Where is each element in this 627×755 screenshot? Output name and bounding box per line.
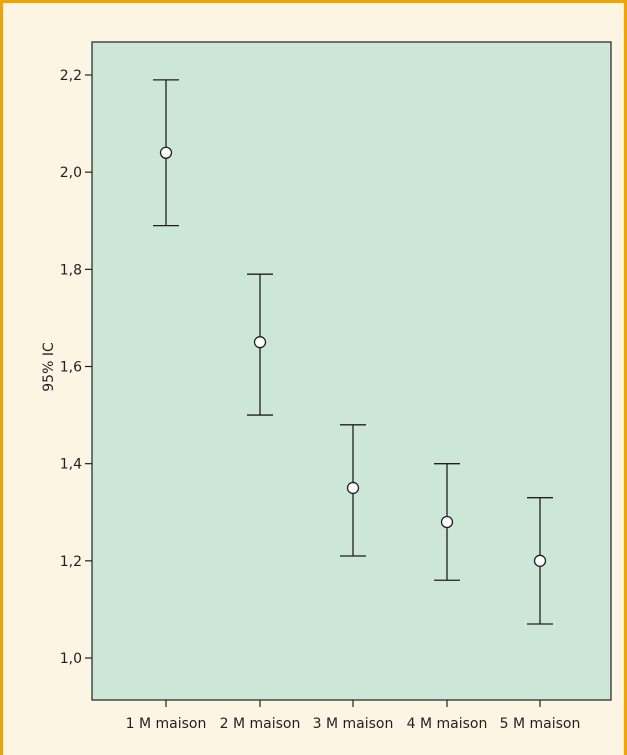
y-tick-label: 2,2 [60,68,82,84]
y-tick-label: 1,8 [60,262,82,278]
x-axis: 1 M maison 2 M maison 3 M maison 4 M maison… [126,700,581,732]
x-tick-label: 4 M maison [407,716,488,732]
y-tick-label: 2,0 [60,165,82,181]
mean-point [440,515,454,529]
mean-point [533,554,547,567]
error-bar-group [247,273,273,416]
x-tick-label: 5 M maison [500,716,581,732]
error-bars [153,79,553,625]
y-tick-label: 1,4 [60,457,82,473]
error-bar-group [153,79,179,227]
mean-point [346,481,360,495]
y-tick-label: 1,2 [60,554,82,570]
plot-area [91,41,612,701]
y-axis-title: 95% IC [41,342,57,392]
mean-point [159,146,173,159]
mean-point [253,336,267,349]
x-tick-label: 2 M maison [220,716,301,732]
error-bar-group [434,463,460,581]
error-bar-group [340,424,366,557]
x-tick-label: 1 M maison [126,716,207,732]
y-tick-label: 1,0 [60,651,82,667]
y-axis: 1,0 1,2 1,4 1,6 1,8 2,0 2,2 [60,68,92,667]
error-bar-group [527,497,553,625]
y-tick-label: 1,6 [60,360,82,376]
x-tick-label: 3 M maison [313,716,394,732]
